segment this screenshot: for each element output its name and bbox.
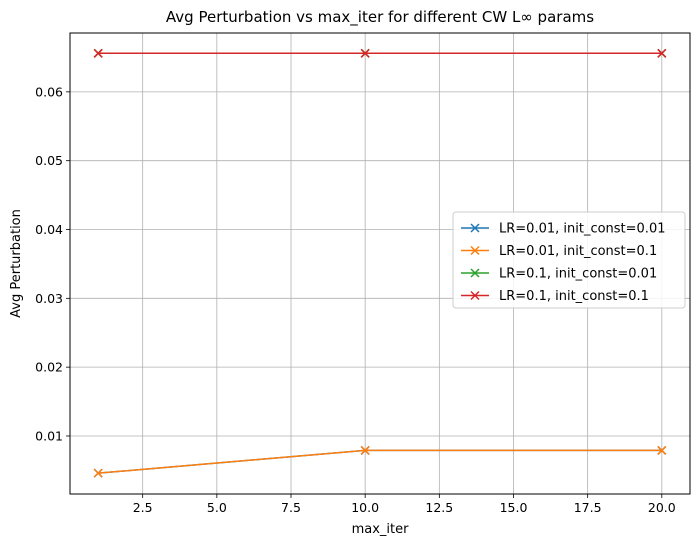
data-point-marker [93,48,103,58]
y-axis-title: Avg Perturbation [9,209,24,318]
series-layer [93,48,667,478]
legend-item: LR=0.01, init_const=0.01 [461,222,666,237]
data-point-marker [93,468,103,478]
y-tick-label: 0.05 [35,153,63,168]
series-4 [93,48,667,58]
x-tick-label: 10.0 [351,500,379,515]
y-tick-label: 0.04 [35,222,63,237]
tick-layer: 2.5 5.0 7.5 10.0 12.5 15.0 17.5 20.0 0.01 0.02 0.0… [35,84,676,515]
x-tick-label: 20.0 [648,500,676,515]
data-point-marker [360,48,370,58]
legend-label: LR=0.1, init_const=0.1 [499,289,649,304]
legend-item: LR=0.1, init_const=0.1 [461,289,649,304]
x-tick-label: 17.5 [574,500,602,515]
x-tick-label: 5.0 [207,500,227,515]
legend-marker [470,268,480,278]
data-point-marker [657,48,667,58]
legend-item: LR=0.01, init_const=0.1 [461,244,657,259]
x-tick-label: 12.5 [425,500,453,515]
y-tick-label: 0.03 [35,291,63,306]
data-point-marker [657,445,667,455]
legend-item: LR=0.1, init_const=0.01 [461,267,657,282]
legend-marker [470,245,480,256]
legend: LR=0.01, init_const=0.01 LR=0.01, init_co… [452,211,686,309]
chart-title: Avg Perturbation vs max_iter for differe… [166,8,594,27]
legend-marker [470,290,480,301]
y-tick-label: 0.01 [35,428,63,443]
legend-label: LR=0.1, init_const=0.01 [499,267,657,282]
x-tick-label: 7.5 [281,500,301,515]
legend-box [452,211,686,309]
y-tick-label: 0.02 [35,360,63,375]
legend-label: LR=0.01, init_const=0.1 [499,244,657,259]
legend-marker [470,223,480,233]
x-tick-label: 2.5 [133,500,153,515]
y-tick-label: 0.06 [35,84,63,99]
plot-frame [69,32,691,495]
x-tick-label: 15.0 [500,500,528,515]
x-axis-title: max_iter [352,522,410,537]
series-2 [93,445,667,478]
legend-label: LR=0.01, init_const=0.01 [499,222,666,237]
data-point-marker [360,445,370,455]
